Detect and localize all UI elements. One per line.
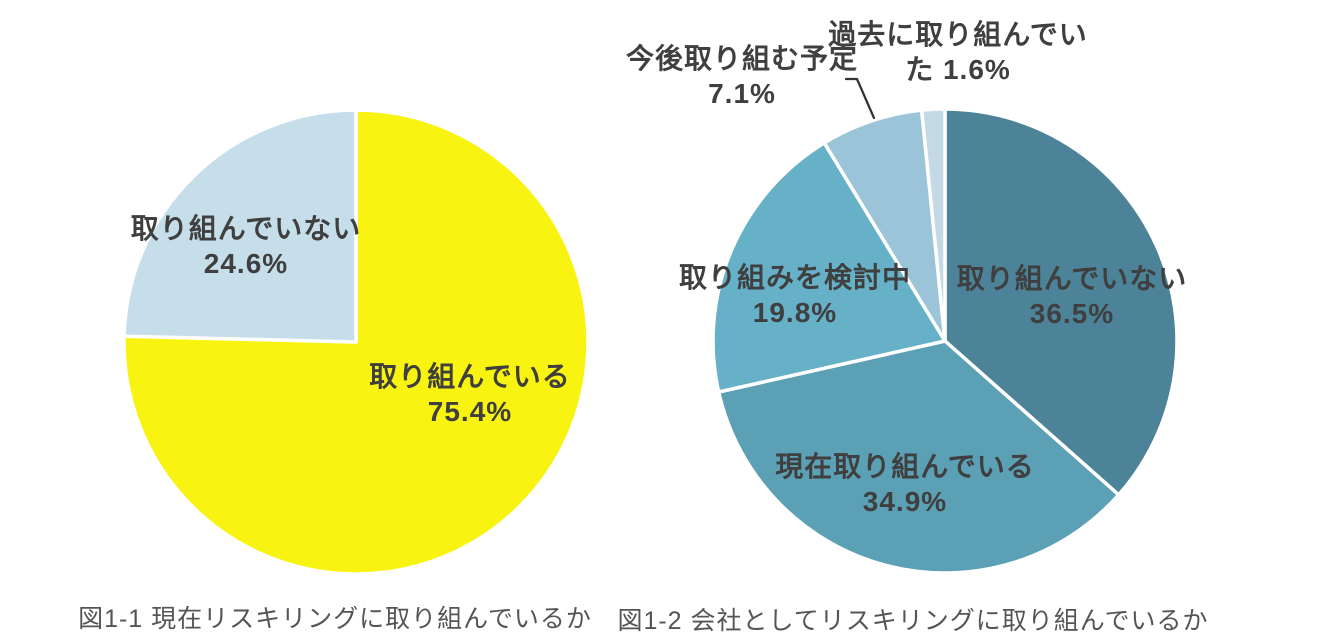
fig1-label-not-working: 取り組んでいない 24.6% xyxy=(131,211,362,281)
slice-label-text: 今後取り組む予定 xyxy=(625,43,859,74)
fig2-label-past: 過去に取り組んでい た 1.6% xyxy=(828,17,1088,87)
slice-label-text: 取り組んでいる xyxy=(369,361,571,392)
fig1-caption: 図1-1 現在リスキリングに取り組んでいるか xyxy=(78,605,592,633)
fig2-label-considering: 取り組みを検討中 19.8% xyxy=(679,260,911,330)
pie-chart-current-reskilling xyxy=(122,108,590,576)
pie-slice-過去に取り組んでいた xyxy=(919,107,947,343)
slice-label-text: 取り組んでいない xyxy=(130,213,362,244)
fig2-caption: 図1-2 会社としてリスキリングに取り組んでいるか xyxy=(617,607,1209,633)
slice-label-percent: 75.4% xyxy=(427,396,513,427)
fig2-label-currently-working: 現在取り組んでいる 34.9% xyxy=(775,449,1035,519)
pie-chart-company-reskilling xyxy=(711,107,1179,575)
slice-label-text: 取り組んでいない xyxy=(956,263,1188,294)
pie-slice-現在取り組んでいる xyxy=(716,339,1121,575)
pie-slice-取り組んでいない xyxy=(122,108,358,344)
slice-label-percent: 36.5% xyxy=(1029,298,1115,329)
slice-label-percent: 24.6% xyxy=(203,248,289,279)
fig2-label-planned: 今後取り組む予定 7.1% xyxy=(626,41,858,111)
fig2-label-not-working: 取り組んでいない 36.5% xyxy=(957,261,1188,331)
slice-label-text: 過去に取り組んでい xyxy=(828,19,1088,50)
slice-label-text: 現在取り組んでいる xyxy=(775,451,1035,482)
slice-label-percent: た 1.6% xyxy=(905,54,1011,85)
slice-label-text: 取り組みを検討中 xyxy=(678,262,912,293)
pie-slice-取り組んでいない xyxy=(943,107,1179,497)
slice-label-percent: 34.9% xyxy=(862,486,948,517)
pie-slice-今後取り組む予定 xyxy=(822,108,947,343)
pie-slice-取り組みを検討中 xyxy=(711,141,947,394)
fig1-label-working: 取り組んでいる 75.4% xyxy=(369,359,571,429)
slice-label-percent: 7.1% xyxy=(708,78,776,109)
slice-label-percent: 19.8% xyxy=(752,297,838,328)
